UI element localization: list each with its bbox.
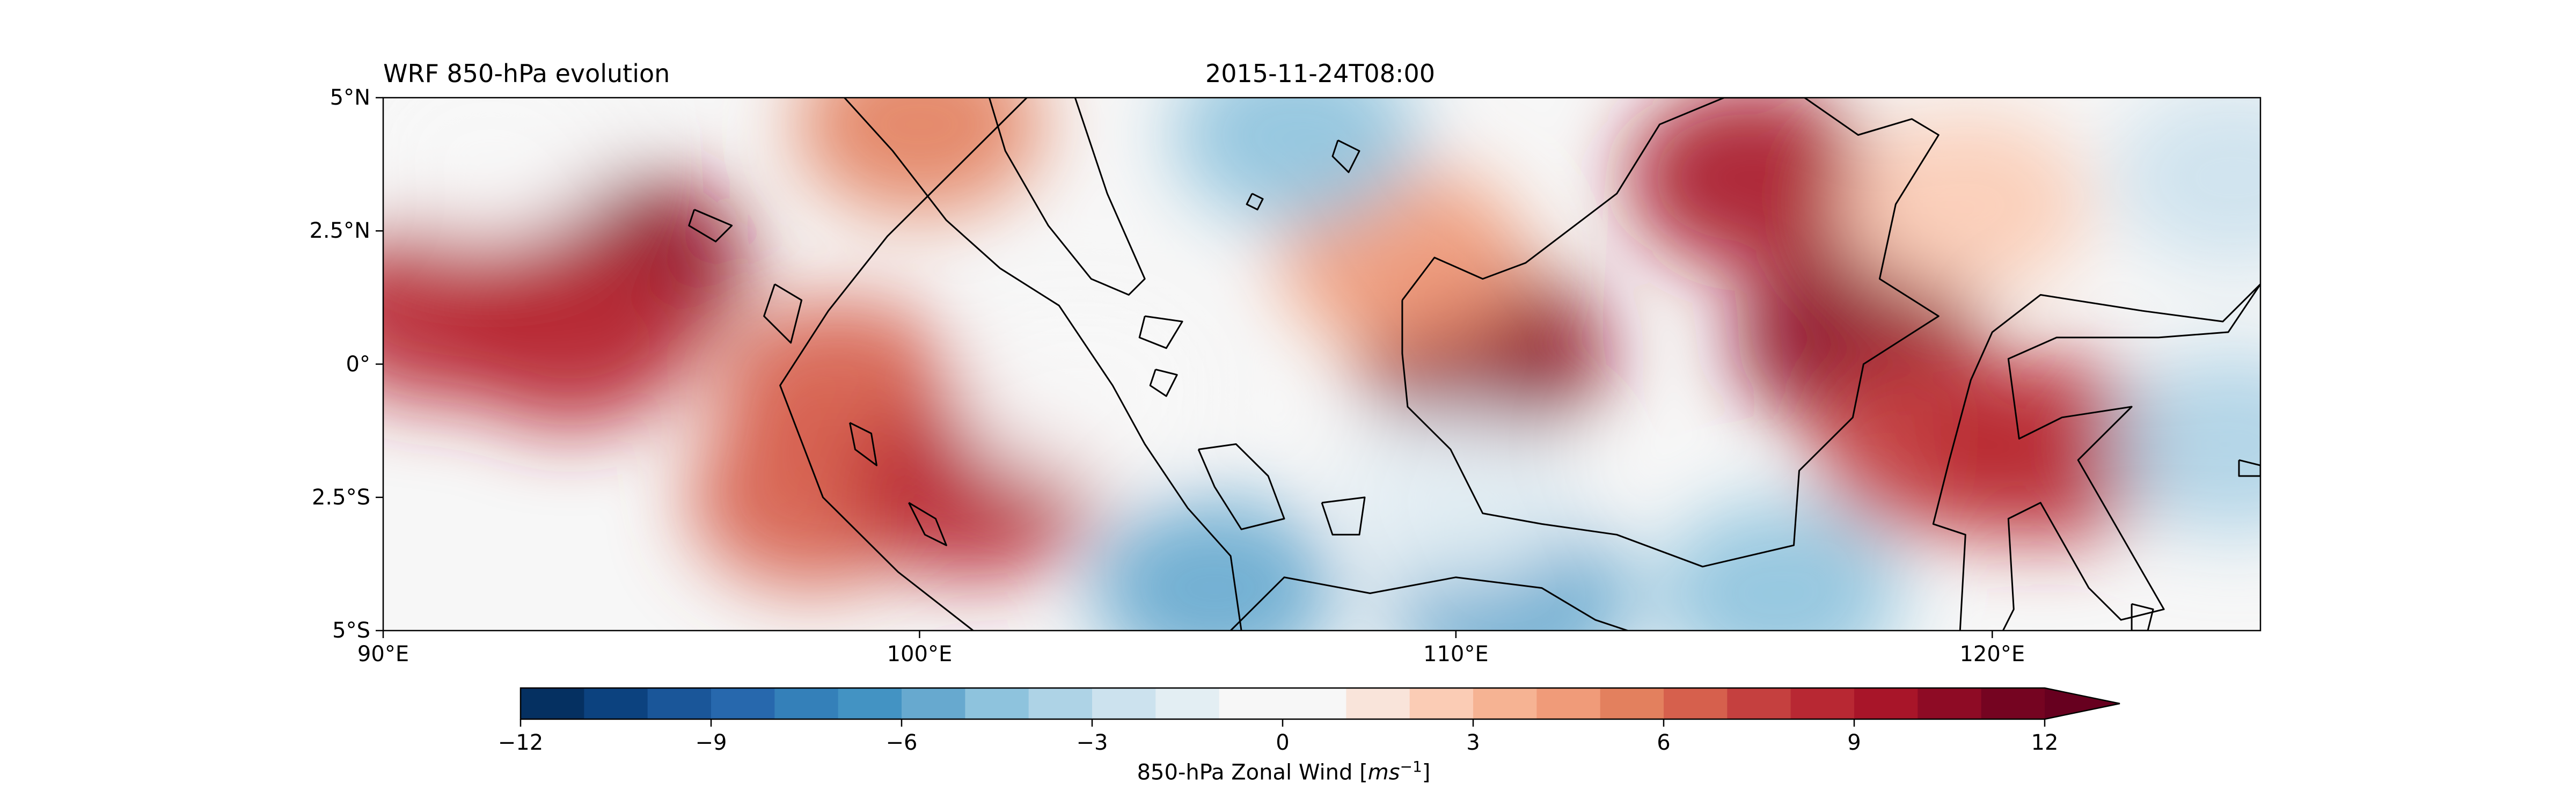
wind-field-blob (2110, 353, 2260, 536)
colorbar-outline (519, 687, 2120, 720)
colorbar (519, 687, 2120, 727)
wind-field-blob (1842, 113, 2089, 296)
colorbar-segment (1727, 688, 1791, 719)
coastline-riau-islands (1138, 315, 1183, 349)
colorbar-segment (1981, 688, 2045, 719)
coastline-nias (763, 283, 803, 344)
colorbar-segment (1854, 688, 1918, 719)
wind-field-blob (1922, 358, 2170, 541)
coastline-borneo (1401, 98, 1940, 568)
wind-field-blob (1091, 496, 1338, 631)
wind-field-blob (447, 246, 694, 429)
coastlines (688, 98, 2260, 631)
wind-field-blob (1172, 98, 1418, 226)
colorbar-segment (1664, 688, 1728, 719)
coastline-mentawai (908, 502, 947, 546)
colorbar-tick-label: 0 (1276, 730, 1290, 755)
lon-tick-label: 110°E (1423, 642, 1489, 667)
wind-field-blob (383, 98, 614, 243)
axis-ticks (376, 97, 1993, 638)
coastline-malay-peninsula (988, 98, 1146, 296)
lon-tick-label: 100°E (887, 642, 953, 667)
lon-tick-label: 90°E (357, 642, 409, 667)
coastline-bangka (1197, 443, 1285, 530)
colorbar-segment (774, 688, 839, 719)
wind-field-blob (1332, 406, 1579, 589)
map-area (382, 97, 2262, 632)
lat-tick-label: 2.5°N (309, 218, 370, 244)
coastline-java-north (1230, 576, 1628, 631)
colorbar-segment (838, 688, 902, 719)
wind-field-blob (1654, 502, 1901, 631)
colorbar-segment (1219, 688, 1283, 719)
colorbar-segment (1473, 688, 1537, 719)
coastline-anambas (1246, 193, 1264, 210)
coastline-belitung (1321, 496, 1366, 536)
lat-tick-label: 0° (346, 352, 370, 377)
coastline-sumatra (779, 98, 1028, 631)
coastline-buton (2131, 603, 2154, 631)
lat-tick-label: 5°S (332, 618, 370, 643)
lat-tick-label: 5°N (330, 85, 370, 110)
wind-field-blob (796, 98, 1043, 216)
lat-tick-label: 2.5°S (311, 485, 370, 510)
colorbar-segment (1600, 688, 1664, 719)
colorbar-segment (1155, 688, 1220, 719)
colorbar-label: 850-hPa Zonal Wind [ms−1] (1137, 758, 1431, 785)
colorbar-tick-label: 6 (1657, 730, 1671, 755)
wind-field-blob (957, 299, 1204, 482)
colorbar-segment (711, 688, 775, 719)
wind-field-blob (1627, 98, 1875, 269)
colorbar-segment (521, 688, 584, 719)
time-title: 2015-11-24T08:00 (1205, 59, 1435, 88)
colorbar-segment (1346, 688, 1410, 719)
colorbar-tick-label: −12 (497, 730, 544, 755)
colorbar-segment (1283, 688, 1346, 719)
colorbar-segment (1918, 688, 1982, 719)
coastline-natuna (1331, 140, 1360, 173)
wind-field-blob (2110, 98, 2260, 269)
lon-tick-label: 120°E (1959, 642, 2025, 667)
colorbar-segment (1028, 688, 1093, 719)
colorbar-tick-label: 9 (1847, 730, 1861, 755)
colorbar-segment (1409, 688, 1474, 719)
coastline-sumatra-east (844, 98, 1242, 631)
colorbar-tick-label: −3 (1076, 730, 1108, 755)
plot-title: WRF 850-hPa evolution (383, 59, 670, 88)
coastline-sulawesi (1932, 283, 2260, 631)
coastline-lingga (1149, 368, 1178, 397)
colorbar-extend-arrow (2045, 688, 2120, 719)
coastline-siberut (849, 422, 877, 466)
colorbar-tick-label: −9 (695, 730, 727, 755)
colorbar-segment (965, 688, 1029, 719)
coastline-sula (2238, 459, 2260, 477)
colorbar-segment (1536, 688, 1601, 719)
colorbar-segment (1790, 688, 1855, 719)
colorbar-segment (1092, 688, 1156, 719)
colorbar-tick-label: −6 (885, 730, 918, 755)
colorbar-tick-label: 3 (1466, 730, 1480, 755)
zonal-wind-field (383, 98, 2260, 631)
colorbar-tick-label: 12 (2031, 730, 2059, 755)
colorbar-segment (902, 688, 965, 719)
colorbar-segment (584, 688, 648, 719)
coastline-simeulue (688, 209, 733, 243)
colorbar-segment (647, 688, 712, 719)
